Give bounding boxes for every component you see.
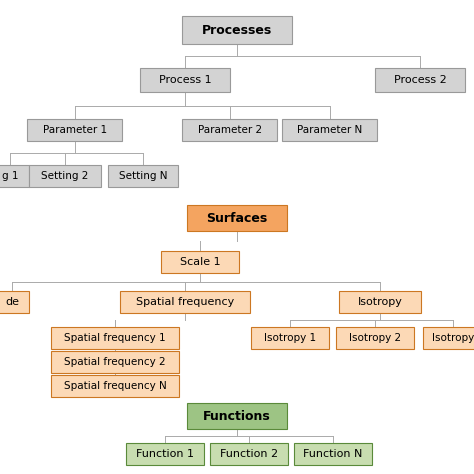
FancyBboxPatch shape [29,165,101,187]
FancyBboxPatch shape [120,291,250,313]
FancyBboxPatch shape [423,327,474,349]
Text: Isotropy: Isotropy [357,297,402,307]
Text: Scale 1: Scale 1 [180,257,220,267]
FancyBboxPatch shape [187,403,287,429]
FancyBboxPatch shape [294,443,372,465]
FancyBboxPatch shape [336,327,414,349]
FancyBboxPatch shape [108,165,178,187]
Text: Spatial frequency 2: Spatial frequency 2 [64,357,166,367]
FancyBboxPatch shape [187,205,287,231]
Text: Functions: Functions [203,410,271,422]
Text: Spatial frequency N: Spatial frequency N [64,381,166,391]
FancyBboxPatch shape [182,119,277,141]
FancyBboxPatch shape [283,119,377,141]
FancyBboxPatch shape [182,16,292,44]
Text: de: de [5,297,19,307]
FancyBboxPatch shape [51,375,179,397]
Text: Isotropy: Isotropy [432,333,474,343]
Text: Function 2: Function 2 [220,449,278,459]
Text: Isotropy 2: Isotropy 2 [349,333,401,343]
Text: g 1: g 1 [2,171,18,181]
FancyBboxPatch shape [210,443,288,465]
Text: Function N: Function N [303,449,363,459]
Text: Process 1: Process 1 [159,75,211,85]
Text: Setting N: Setting N [119,171,167,181]
FancyBboxPatch shape [27,119,122,141]
FancyBboxPatch shape [0,165,29,187]
Text: Process 2: Process 2 [393,75,447,85]
FancyBboxPatch shape [51,327,179,349]
Text: Parameter 1: Parameter 1 [43,125,107,135]
FancyBboxPatch shape [51,351,179,373]
FancyBboxPatch shape [0,291,29,313]
Text: Spatial frequency: Spatial frequency [136,297,234,307]
FancyBboxPatch shape [339,291,421,313]
Text: Setting 2: Setting 2 [41,171,89,181]
FancyBboxPatch shape [161,251,239,273]
FancyBboxPatch shape [140,68,230,92]
Text: Surfaces: Surfaces [206,211,268,225]
Text: Processes: Processes [202,24,272,36]
Text: Parameter 2: Parameter 2 [198,125,262,135]
Text: Spatial frequency 1: Spatial frequency 1 [64,333,166,343]
FancyBboxPatch shape [375,68,465,92]
Text: Isotropy 1: Isotropy 1 [264,333,316,343]
FancyBboxPatch shape [126,443,204,465]
FancyBboxPatch shape [251,327,329,349]
Text: Function 1: Function 1 [136,449,194,459]
Text: Parameter N: Parameter N [297,125,363,135]
